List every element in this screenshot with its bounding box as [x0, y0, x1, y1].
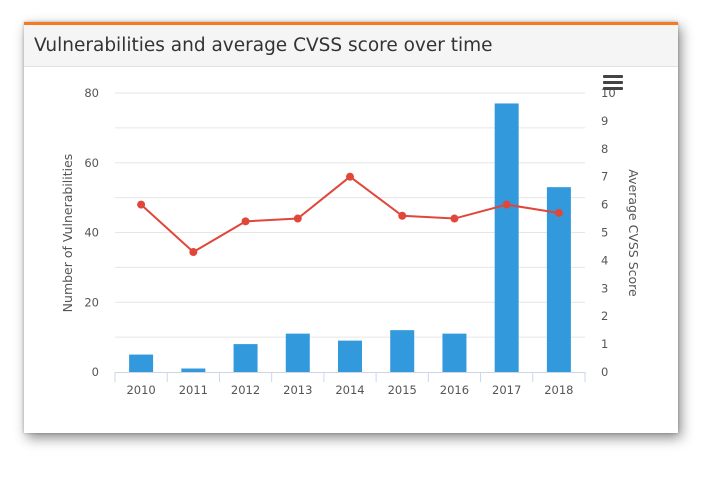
cvss-point [398, 211, 407, 220]
y-tick-label-right: 5 [601, 226, 608, 240]
y-tick-label-right: 1 [601, 337, 608, 351]
bar [181, 368, 206, 372]
x-tick-label: 2010 [126, 383, 155, 397]
y-tick-label-left: 20 [84, 295, 99, 309]
y-tick-label-right: 9 [601, 114, 608, 128]
y-tick-label-left: 40 [84, 226, 99, 240]
y-tick-label-right: 2 [601, 309, 608, 323]
cvss-point [137, 200, 146, 209]
x-axis: 2010 2011 2012 2013 2014 2015 2016 2017 2018 [114, 372, 586, 397]
y-axis-left: 0 20 40 60 80 [84, 86, 99, 379]
cvss-point [293, 214, 302, 223]
x-tick-label: 2012 [231, 383, 260, 397]
y-tick-label-right: 4 [601, 253, 608, 267]
cvss-point [450, 214, 459, 223]
x-tick-label: 2017 [492, 383, 521, 397]
panel-title: Vulnerabilities and average CVSS score o… [34, 35, 493, 56]
x-tick-label: 2011 [179, 383, 208, 397]
y-tick-label-left: 0 [92, 365, 99, 379]
cvss-point [346, 172, 354, 181]
bar [233, 344, 258, 372]
y-tick-label-left: 80 [84, 86, 99, 100]
bar [494, 103, 519, 373]
bar [129, 354, 154, 372]
bar [546, 187, 571, 372]
y-tick-label-left: 60 [84, 156, 99, 170]
bar [285, 333, 310, 372]
bar-series [129, 103, 571, 373]
y-tick-label-right: 6 [601, 198, 608, 212]
cvss-point [502, 200, 511, 209]
x-tick-label: 2014 [335, 383, 364, 397]
y-axis-title-right: Average CVSS Score [626, 169, 641, 297]
cvss-point [189, 248, 198, 257]
bar [442, 333, 467, 372]
bar [338, 340, 362, 372]
y-tick-label-right: 3 [601, 281, 608, 295]
bar [390, 330, 415, 372]
hamburger-menu-icon[interactable] [603, 75, 623, 91]
x-tick-label: 2018 [544, 383, 573, 397]
panel-header: Vulnerabilities and average CVSS score o… [24, 25, 678, 67]
line-series [137, 172, 563, 257]
y-tick-label-right: 0 [601, 365, 608, 379]
y-axis-title-left: Number of Vulnerabilities [60, 154, 75, 313]
y-tick-label-right: 8 [601, 142, 608, 156]
x-tick-label: 2015 [388, 383, 417, 397]
x-tick-label: 2013 [283, 383, 312, 397]
cvss-point [241, 217, 250, 226]
cvss-point [554, 208, 563, 217]
y-tick-label-right: 7 [601, 170, 608, 184]
x-tick-label: 2016 [440, 383, 469, 397]
